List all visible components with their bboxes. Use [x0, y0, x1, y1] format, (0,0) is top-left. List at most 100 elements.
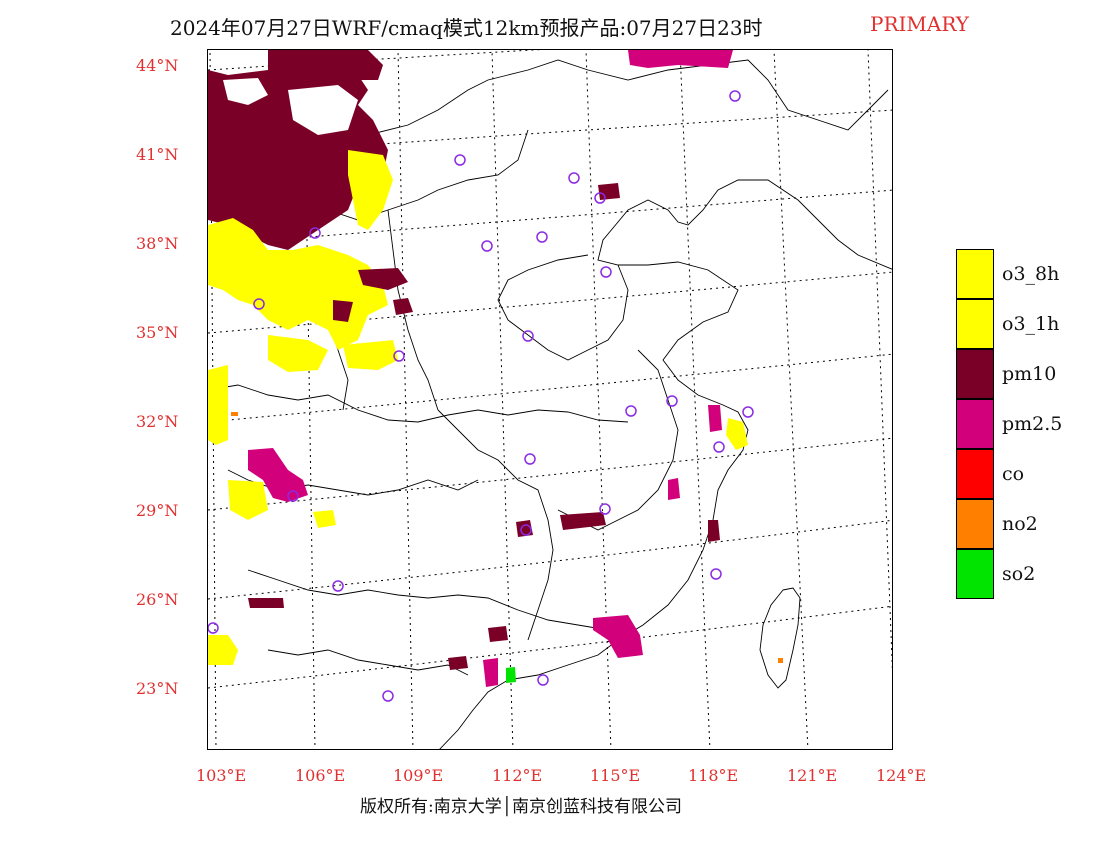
legend-label: co	[1002, 463, 1025, 485]
coastline	[439, 179, 892, 749]
o3-region-4	[343, 340, 398, 370]
legend-label: o3_8h	[1002, 263, 1060, 285]
lon-label-115e: 115°E	[590, 766, 641, 785]
lon-label-124e: 124°E	[876, 766, 927, 785]
station-marker	[536, 231, 548, 243]
pm10-patch-1	[358, 268, 408, 290]
o3-region-2	[348, 150, 393, 230]
legend-swatch	[956, 449, 994, 499]
station-marker	[208, 622, 219, 634]
lon-label-118e: 118°E	[688, 766, 739, 785]
pm10-region-north-2	[268, 50, 383, 85]
no2-patch	[778, 658, 783, 663]
lon-label-109e: 109°E	[393, 766, 444, 785]
legend-label: pm2.5	[1002, 413, 1063, 435]
station-marker	[666, 395, 678, 407]
station-marker	[454, 154, 466, 166]
legend-label: o3_1h	[1002, 313, 1060, 335]
legend-swatch	[956, 349, 994, 399]
legend-item-pm25: pm2.5	[956, 399, 1096, 449]
lon-label-121e: 121°E	[787, 766, 838, 785]
meridian-109e	[397, 50, 414, 749]
legend-swatch	[956, 299, 994, 349]
o3-region-9	[313, 510, 336, 528]
legend-swatch	[956, 499, 994, 549]
legend-label: so2	[1002, 563, 1036, 585]
station-marker	[568, 172, 580, 184]
copyright-text: 版权所有:南京大学│南京创蓝科技有限公司	[360, 797, 682, 817]
pm10-patch-3	[393, 298, 413, 315]
station-marker	[599, 503, 611, 515]
legend-label: no2	[1002, 513, 1038, 535]
pm10-patch-9	[488, 626, 508, 642]
station-marker	[309, 227, 321, 239]
lat-label-35n: 35°N	[136, 323, 179, 342]
lat-label-29n: 29°N	[136, 501, 179, 520]
pm25-patch-4	[668, 478, 680, 500]
clear-area-2	[288, 85, 358, 135]
legend-item-co: co	[956, 449, 1096, 499]
station-marker	[537, 674, 549, 686]
legend-item-no2: no2	[956, 499, 1096, 549]
station-marker	[481, 240, 493, 252]
station-marker	[382, 690, 394, 702]
station-marker	[520, 524, 532, 536]
meridian-121e	[773, 50, 809, 749]
pm10-patch-2	[333, 300, 353, 322]
map-panel	[207, 49, 893, 750]
pm10-patch-10	[248, 598, 284, 608]
lon-label-112e: 112°E	[492, 766, 543, 785]
lat-label-32n: 32°N	[136, 412, 179, 431]
lon-label-106e: 106°E	[295, 766, 346, 785]
parallel-26n	[208, 519, 892, 600]
pm10-patch-7	[708, 520, 720, 542]
o3-region-7	[208, 635, 238, 665]
lat-label-44n: 44°N	[136, 56, 179, 75]
station-marker	[729, 90, 741, 102]
taiwan-outline	[759, 587, 801, 689]
legend-item-pm10: pm10	[956, 349, 1096, 399]
legend-item-o3-8h: o3_8h	[956, 249, 1096, 299]
province-line-2	[208, 384, 629, 423]
pm25-patch-2	[483, 658, 498, 687]
o3-region-6	[228, 480, 268, 520]
station-marker	[522, 330, 534, 342]
province-line-9	[557, 349, 679, 531]
legend-swatch	[956, 249, 994, 299]
station-marker	[332, 580, 344, 592]
map-canvas	[208, 50, 892, 749]
o3-region-5	[208, 365, 228, 445]
province-line-7	[247, 569, 609, 631]
pm25-region-sichuan	[248, 448, 308, 502]
legend-swatch	[956, 399, 994, 449]
o3-region-8	[726, 418, 748, 450]
station-markers	[208, 90, 754, 702]
station-marker	[594, 192, 606, 204]
station-marker	[710, 568, 722, 580]
province-line-10	[267, 649, 469, 676]
pm10-patch-5	[560, 512, 606, 530]
o3-region-3	[268, 335, 328, 372]
province-line-8	[497, 254, 629, 361]
pm10-patch-8	[448, 656, 468, 670]
meridian-124e	[867, 50, 892, 672]
station-marker	[742, 406, 754, 418]
pm25-patch-3	[708, 405, 722, 432]
map-title-tag: PRIMARY	[870, 12, 969, 36]
lat-label-26n: 26°N	[136, 590, 179, 609]
province-line-5	[437, 409, 554, 641]
legend-label: pm10	[1002, 363, 1057, 385]
lat-label-23n: 23°N	[136, 679, 179, 698]
parallel-23n	[208, 605, 892, 689]
lon-label-103e: 103°E	[196, 766, 247, 785]
parallel-32n	[208, 353, 892, 423]
legend: o3_8h o3_1h pm10 pm2.5 co no2 so2	[956, 249, 1096, 599]
meridian-118e	[679, 50, 711, 749]
parallel-35n	[208, 271, 892, 334]
lat-label-38n: 38°N	[136, 234, 179, 253]
pm25-region-guangdong	[593, 615, 643, 658]
pm10-patch-4	[598, 183, 620, 200]
legend-swatch	[956, 549, 994, 599]
pm10-patch-6	[516, 520, 533, 537]
station-marker	[625, 405, 637, 417]
